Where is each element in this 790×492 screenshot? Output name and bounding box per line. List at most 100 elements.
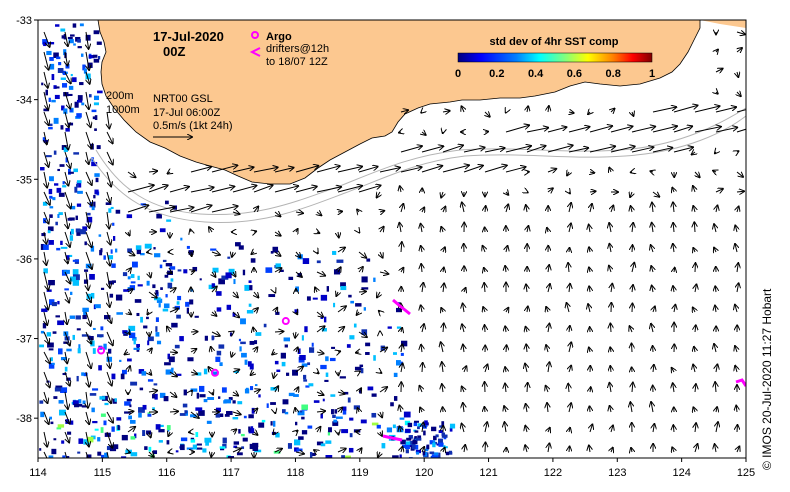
sst-patch <box>40 411 45 418</box>
sst-patch <box>40 243 45 250</box>
sst-patch <box>415 449 422 454</box>
current-arrow <box>569 192 570 193</box>
sst-patch <box>407 422 413 428</box>
sst-patch <box>321 327 327 332</box>
sst-patch <box>104 452 109 458</box>
sst-patch <box>236 452 243 456</box>
sst-patch <box>297 410 305 416</box>
sst-patch <box>47 230 51 234</box>
sst-patch <box>121 434 128 441</box>
sst-patch <box>68 93 73 97</box>
current-arrow <box>609 266 611 273</box>
current-arrow <box>590 204 592 213</box>
scale-label: 0.5m/s (1kt 24h) <box>153 120 232 132</box>
sst-patch <box>58 348 63 355</box>
sst-patch <box>167 353 171 360</box>
current-arrow <box>464 288 466 292</box>
sst-patch <box>207 397 215 400</box>
current-arrow <box>463 403 464 413</box>
sst-patch <box>438 430 443 433</box>
sst-patch <box>144 446 148 450</box>
sst-patch <box>342 406 347 411</box>
current-arrow <box>128 312 131 314</box>
sst-patch <box>147 336 154 342</box>
sst-patch <box>304 326 308 333</box>
current-arrow <box>43 351 50 363</box>
current-arrow <box>399 405 401 413</box>
sst-patch <box>72 334 75 340</box>
current-arrow <box>64 371 70 386</box>
lon-tick-label: 116 <box>158 467 176 479</box>
current-arrow <box>275 308 277 312</box>
sst-patch <box>286 372 290 376</box>
current-arrow <box>695 325 696 333</box>
current-arrow <box>589 191 596 192</box>
current-arrow <box>421 224 422 233</box>
current-arrow <box>43 271 48 290</box>
sst-patch <box>417 435 422 440</box>
sst-patch <box>334 409 338 414</box>
sst-patch <box>65 157 69 163</box>
current-arrow <box>211 347 212 352</box>
sst-patch <box>174 344 180 349</box>
sst-patch <box>212 267 219 273</box>
sst-patch <box>43 41 47 47</box>
sst-patch <box>158 440 163 443</box>
sst-patch <box>152 407 155 411</box>
sst-patch <box>251 407 255 414</box>
sst-patch <box>177 295 182 301</box>
current-arrow <box>168 172 170 174</box>
sst-patch <box>72 269 79 275</box>
current-arrow <box>548 362 549 373</box>
current-arrow <box>485 206 486 213</box>
current-arrow <box>64 231 70 247</box>
sst-patch <box>90 335 94 341</box>
current-arrow <box>716 407 717 412</box>
sst-patch <box>430 455 436 458</box>
sst-patch <box>127 248 133 253</box>
current-arrow <box>337 247 345 252</box>
sst-patch <box>100 427 104 433</box>
sst-patch <box>62 70 66 76</box>
sst-patch <box>175 450 179 453</box>
current-arrow <box>168 432 170 436</box>
sst-patch <box>242 269 246 276</box>
current-arrow <box>484 268 485 272</box>
sst-patch <box>180 437 188 442</box>
sst-patch <box>43 268 48 274</box>
current-arrow <box>422 324 424 333</box>
sst-patch <box>52 197 56 201</box>
current-arrow <box>379 311 380 312</box>
sst-patch <box>49 56 54 61</box>
sst-patch <box>47 226 54 232</box>
sst-patch <box>45 89 49 96</box>
sst-patch <box>40 330 45 334</box>
sst-patch <box>227 456 235 458</box>
current-arrow <box>316 392 324 395</box>
sst-patch <box>50 421 54 425</box>
sst-patch <box>127 358 132 362</box>
current-arrow <box>651 402 653 413</box>
sst-patch <box>42 323 47 329</box>
sst-patch <box>186 447 194 450</box>
sst-patch <box>265 267 273 273</box>
sst-patch <box>192 266 198 272</box>
current-arrow <box>295 186 317 193</box>
current-arrow <box>232 449 241 452</box>
current-arrow <box>232 370 239 372</box>
sst-patch <box>438 452 441 458</box>
sst-patch <box>241 352 247 358</box>
current-arrow <box>589 225 590 233</box>
current-arrow <box>442 165 469 173</box>
sst-patch <box>195 432 199 438</box>
sst-patch <box>283 337 291 342</box>
sst-patch <box>381 443 386 449</box>
sst-patch <box>306 296 311 301</box>
sst-patch <box>307 362 311 366</box>
sst-patch <box>405 441 412 445</box>
current-arrow <box>43 91 48 109</box>
sst-patch <box>142 430 146 436</box>
current-arrow <box>737 151 738 152</box>
current-arrow <box>149 452 154 457</box>
sst-patch <box>70 228 74 235</box>
